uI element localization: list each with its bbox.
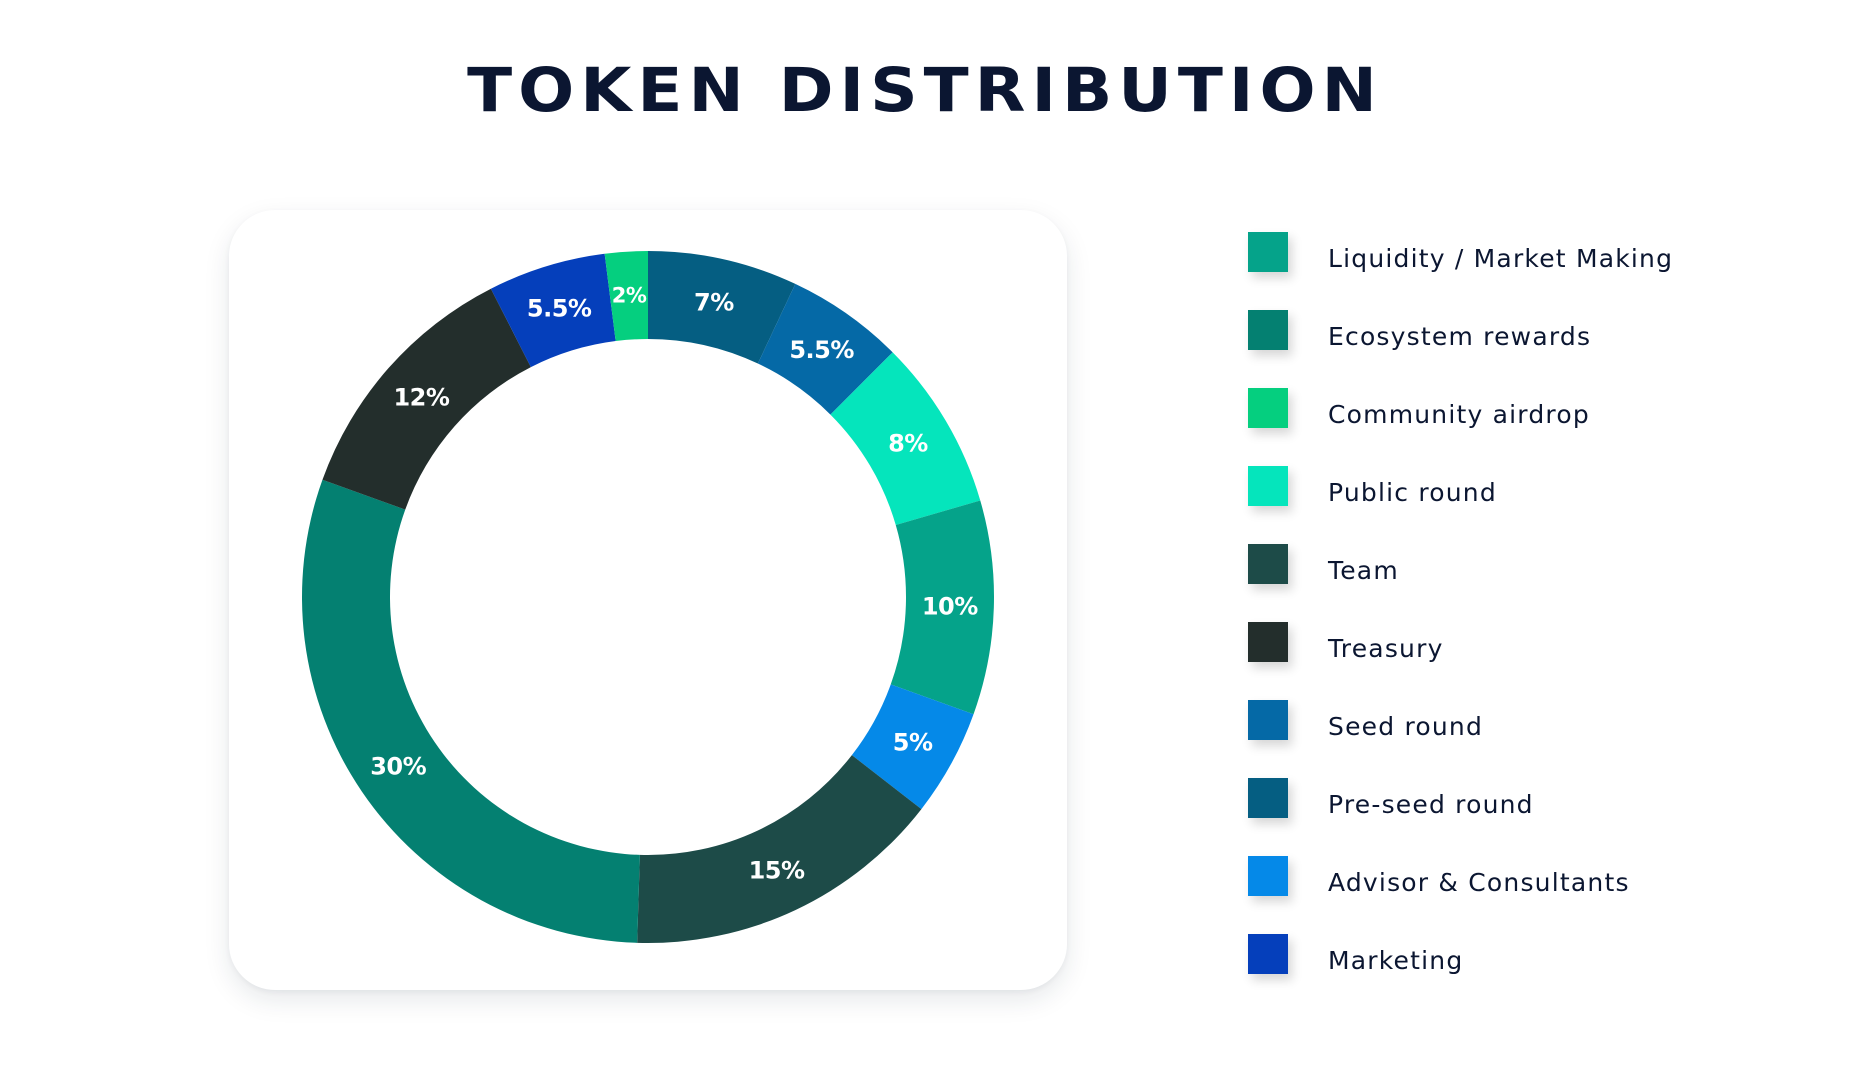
legend-item: Advisor & Consultants — [1248, 856, 1768, 898]
donut-slice — [757, 283, 893, 415]
donut-slices — [301, 251, 994, 943]
legend-label: Community airdrop — [1328, 400, 1590, 429]
donut-slice-label: 12% — [393, 383, 449, 411]
donut-slice-label: 10% — [922, 592, 978, 620]
donut-slice-label: 5% — [893, 728, 933, 756]
legend-label: Liquidity / Market Making — [1328, 244, 1674, 273]
legend-swatch — [1248, 466, 1288, 506]
legend-swatch — [1248, 778, 1288, 818]
donut-slice-label: 2% — [612, 284, 647, 308]
donut-slice-labels: 7% 5.5% 8% 10% 5% 15% 30% 12% 5.5% 2% — [370, 284, 979, 885]
legend-label: Team — [1328, 556, 1399, 585]
legend-swatch — [1248, 622, 1288, 662]
legend-label: Ecosystem rewards — [1328, 322, 1592, 351]
legend-swatch — [1248, 310, 1288, 350]
legend-swatch — [1248, 232, 1288, 272]
legend-label: Pre-seed round — [1328, 790, 1534, 819]
legend-item: Team — [1248, 544, 1768, 586]
legend-swatch — [1248, 856, 1288, 896]
donut-slice — [648, 251, 796, 364]
donut-slice-label: 15% — [749, 856, 805, 884]
legend-item: Ecosystem rewards — [1248, 310, 1768, 352]
legend-label: Advisor & Consultants — [1328, 868, 1630, 897]
legend-swatch — [1248, 544, 1288, 584]
donut-slice-label: 7% — [694, 288, 734, 316]
donut-slice — [490, 253, 616, 368]
donut-slice — [322, 288, 531, 510]
legend-item: Seed round — [1248, 700, 1768, 742]
donut-slice — [604, 251, 648, 342]
legend-swatch — [1248, 700, 1288, 740]
donut-slice — [637, 755, 922, 943]
donut-slice — [301, 479, 640, 943]
donut-slice-label: 5.5% — [789, 336, 854, 364]
legend-label: Public round — [1328, 478, 1497, 507]
legend-label: Marketing — [1328, 946, 1464, 975]
donut-slice — [830, 352, 981, 526]
legend-item: Liquidity / Market Making — [1248, 232, 1768, 274]
legend-item: Marketing — [1248, 934, 1768, 976]
legend-label: Treasury — [1328, 634, 1444, 663]
donut-slice-label: 8% — [888, 429, 928, 457]
legend-item: Treasury — [1248, 622, 1768, 664]
donut-slice — [851, 684, 974, 810]
legend-item: Pre-seed round — [1248, 778, 1768, 820]
legend-swatch — [1248, 388, 1288, 428]
legend-swatch — [1248, 934, 1288, 974]
donut-slice-label: 5.5% — [527, 294, 592, 322]
legend-item: Public round — [1248, 466, 1768, 508]
donut-slice-label: 30% — [370, 753, 426, 781]
legend-item: Community airdrop — [1248, 388, 1768, 430]
chart-title: TOKEN DISTRIBUTION — [467, 55, 1383, 126]
legend-label: Seed round — [1328, 712, 1484, 741]
donut-slice — [890, 500, 994, 715]
